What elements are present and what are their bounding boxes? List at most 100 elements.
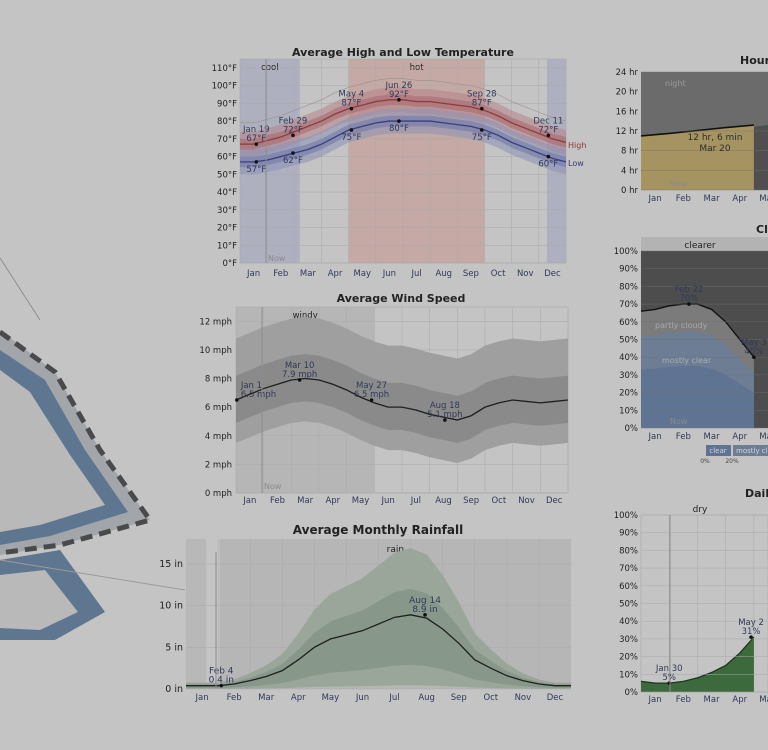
annotation-point (397, 119, 401, 123)
annotation-date: Jan 30 (655, 664, 683, 674)
x-tick-label: Jan (194, 693, 208, 703)
annotation-date: Jan 1 (240, 381, 262, 391)
band-label: windy (293, 311, 318, 321)
x-tick-label: Jan (648, 432, 662, 442)
map-buildings-south (0, 570, 78, 630)
x-tick-label: Aug (418, 693, 435, 703)
map-road (0, 559, 186, 591)
annotation-point (546, 133, 551, 138)
annotation-date: May 3 (741, 338, 767, 348)
chart-title: Daily (745, 487, 768, 500)
y-tick-label: 8 hr (621, 147, 638, 157)
x-tick-label: Sep (463, 269, 479, 279)
y-tick-label: 60% (619, 318, 638, 328)
annotation-value: 72°F (283, 125, 303, 135)
y-tick-label: 80% (619, 282, 638, 292)
x-tick-label: Mar (704, 432, 721, 442)
annotation-point (479, 128, 484, 132)
y-tick-label: 20% (619, 389, 638, 399)
x-tick-label: May (759, 695, 768, 705)
y-tick-label: 0 hr (621, 186, 638, 196)
x-tick-label: Sep (451, 693, 467, 703)
annotation-value: 0.4 in (209, 676, 234, 686)
region-label: partly cloudy (655, 321, 708, 330)
legend-scale-mid: 20% (725, 458, 739, 465)
x-tick-label: Jul (410, 269, 421, 279)
y-tick-label: 100% (614, 511, 638, 521)
annotation-date: Sep 28 (467, 90, 497, 100)
annotation-point (749, 635, 753, 639)
wind-core-band (236, 354, 568, 443)
x-tick-label: Jun (381, 496, 395, 506)
legend-low: Low (568, 159, 584, 168)
annotation-point (546, 154, 551, 159)
y-tick-label: 80% (619, 546, 638, 556)
daylight-chart: Hours 0 hr 4 hr 8 hr 12 hr 16 hr 20 hr 24 hr J… (616, 54, 768, 204)
night-label: night (665, 79, 686, 88)
annotation-value: 7.9 mph (282, 370, 317, 380)
annotation-point (297, 378, 302, 382)
y-tick-label: 20°F (217, 224, 237, 234)
x-tick-label: Feb (676, 432, 691, 442)
y-tick-label: 40°F (217, 188, 237, 198)
rain-core-band (186, 588, 571, 688)
daylight-area (641, 125, 754, 190)
annotation-date: Dec 11 (533, 116, 563, 126)
y-tick-label: 90°F (217, 99, 237, 109)
x-tick-label: Feb (676, 194, 691, 204)
annotation-value: 5.1 mph (427, 410, 462, 420)
annotation-date: Aug 18 (430, 401, 460, 411)
y-tick-label: 50% (619, 336, 638, 346)
x-tick-label: May (353, 269, 371, 279)
legend-clear-swatch (706, 445, 731, 456)
legend-scale-min: 0% (700, 458, 710, 465)
x-tick-label: Feb (227, 693, 242, 703)
band-label: dry (693, 505, 708, 515)
twilight-area (641, 72, 768, 140)
y-tick-label: 50°F (217, 170, 237, 180)
band-label: clearer (684, 241, 716, 251)
x-tick-label: Aug (435, 269, 452, 279)
annotation-value: 75°F (341, 133, 361, 143)
annotation-point (397, 98, 401, 102)
legend-high: High (568, 141, 586, 150)
x-tick-label: Apr (325, 496, 340, 506)
x-tick-label: Apr (732, 432, 747, 442)
y-tick-label: 90% (619, 265, 638, 275)
annotation-date: Mar 20 (699, 144, 731, 154)
annotation-point (752, 355, 756, 360)
annotation-point (219, 683, 224, 688)
y-tick-label: 0°F (222, 259, 237, 269)
y-tick-label: 70% (619, 564, 638, 574)
annotation-value: 72°F (538, 125, 558, 135)
y-tick-label: 30°F (217, 206, 237, 216)
x-tick-label: Aug (435, 496, 452, 506)
annotation-point (349, 128, 354, 132)
x-tick-label: Jul (388, 693, 399, 703)
annotation-point (291, 133, 295, 138)
y-tick-label: 110°F (212, 64, 237, 74)
y-tick-label: 6 mph (205, 403, 232, 413)
annotation-point (235, 398, 239, 402)
annotation-value: 6.5 mph (241, 390, 276, 400)
y-tick-label: 20% (619, 653, 638, 663)
y-tick-label: 40% (619, 353, 638, 363)
annotation-point (254, 142, 259, 146)
x-tick-label: Oct (491, 496, 506, 506)
annotation-point (291, 151, 295, 155)
y-tick-label: 80°F (217, 117, 237, 127)
x-tick-label: Mar (704, 695, 721, 705)
annotation-point (687, 302, 691, 306)
map-boundary (0, 329, 155, 556)
x-tick-label: May (322, 693, 340, 703)
chart-title: Average Wind Speed (337, 292, 466, 305)
annotation-date: May 27 (356, 381, 387, 391)
annotation-value: 60°F (538, 160, 558, 170)
temperature-chart: Average High and Low Temperature cool hot… (212, 46, 587, 279)
annotation-value: 57°F (246, 165, 266, 175)
annotation-value: 75°F (472, 133, 492, 143)
y-tick-label: 70°F (217, 135, 237, 145)
x-tick-label: Jan (648, 695, 662, 705)
high-range-band (240, 87, 566, 157)
